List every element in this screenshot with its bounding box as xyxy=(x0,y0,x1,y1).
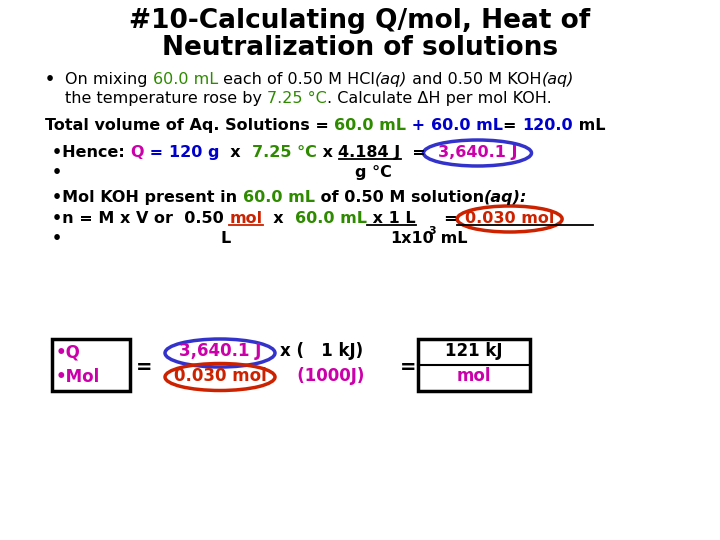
Text: (1000J): (1000J) xyxy=(280,367,364,385)
Text: mol: mol xyxy=(230,211,263,226)
Text: •n = M x V or  0.50: •n = M x V or 0.50 xyxy=(52,211,230,226)
Text: 0.030 mol: 0.030 mol xyxy=(174,367,266,385)
Text: x: x xyxy=(263,211,295,226)
Text: 3: 3 xyxy=(428,226,436,236)
Text: 7.25 °C: 7.25 °C xyxy=(252,145,317,160)
Text: =: = xyxy=(144,145,168,160)
Text: On mixing: On mixing xyxy=(65,72,153,87)
Text: mol: mol xyxy=(456,367,491,385)
Text: x 1 L: x 1 L xyxy=(367,211,416,226)
Text: (aq):: (aq): xyxy=(484,190,527,205)
Text: Total volume of Aq. Solutions =: Total volume of Aq. Solutions = xyxy=(45,118,335,133)
Text: •: • xyxy=(52,165,62,180)
Text: 60.0 mL: 60.0 mL xyxy=(431,118,503,133)
Text: g °C: g °C xyxy=(355,165,392,180)
Text: 121 kJ: 121 kJ xyxy=(445,342,503,360)
Text: (aq): (aq) xyxy=(374,72,407,87)
Text: the temperature rose by: the temperature rose by xyxy=(65,91,267,106)
Text: 120.0: 120.0 xyxy=(523,118,573,133)
Text: •: • xyxy=(52,231,62,246)
Text: x (   1 kJ): x ( 1 kJ) xyxy=(280,342,363,360)
Text: mL: mL xyxy=(435,231,467,246)
Text: 60.0 mL: 60.0 mL xyxy=(295,211,367,226)
Bar xyxy=(418,339,530,391)
Text: Q: Q xyxy=(130,145,144,160)
Text: 60.0 mL: 60.0 mL xyxy=(153,72,217,87)
Text: 0.030 mol: 0.030 mol xyxy=(465,211,554,226)
Text: =: = xyxy=(400,358,416,377)
Text: =: = xyxy=(401,145,426,160)
Text: 60.0 mL: 60.0 mL xyxy=(243,190,315,205)
Text: 4.184 J: 4.184 J xyxy=(338,145,401,160)
Text: =: = xyxy=(503,118,523,133)
Text: x: x xyxy=(219,145,252,160)
Text: 120 g: 120 g xyxy=(168,145,219,160)
Text: . Calculate ΔH per mol KOH.: . Calculate ΔH per mol KOH. xyxy=(327,91,552,106)
Text: •Mol: •Mol xyxy=(56,368,100,386)
Text: L: L xyxy=(220,231,230,246)
Text: #10-Calculating Q/mol, Heat of: #10-Calculating Q/mol, Heat of xyxy=(130,8,590,34)
Text: +: + xyxy=(407,118,431,133)
Text: x: x xyxy=(317,145,338,160)
Text: of 0.50 M solution: of 0.50 M solution xyxy=(315,190,484,205)
Text: •Q: •Q xyxy=(56,344,81,362)
Text: 1x10: 1x10 xyxy=(390,231,433,246)
Text: Neutralization of solutions: Neutralization of solutions xyxy=(162,35,558,61)
Text: and 0.50 M KOH: and 0.50 M KOH xyxy=(407,72,541,87)
Text: (aq): (aq) xyxy=(541,72,574,87)
Text: •Mol KOH present in: •Mol KOH present in xyxy=(52,190,243,205)
Text: each of 0.50 M HCl: each of 0.50 M HCl xyxy=(217,72,374,87)
Text: =: = xyxy=(136,358,153,377)
Text: mL: mL xyxy=(573,118,606,133)
Text: •Hence:: •Hence: xyxy=(52,145,130,160)
Text: 3,640.1 J: 3,640.1 J xyxy=(179,342,261,360)
Text: 60.0 mL: 60.0 mL xyxy=(335,118,407,133)
Text: 7.25 °C: 7.25 °C xyxy=(267,91,327,106)
Bar xyxy=(52,339,130,391)
Text: =: = xyxy=(416,211,458,226)
Text: •: • xyxy=(45,72,55,87)
Text: 3,640.1 J: 3,640.1 J xyxy=(438,145,517,160)
